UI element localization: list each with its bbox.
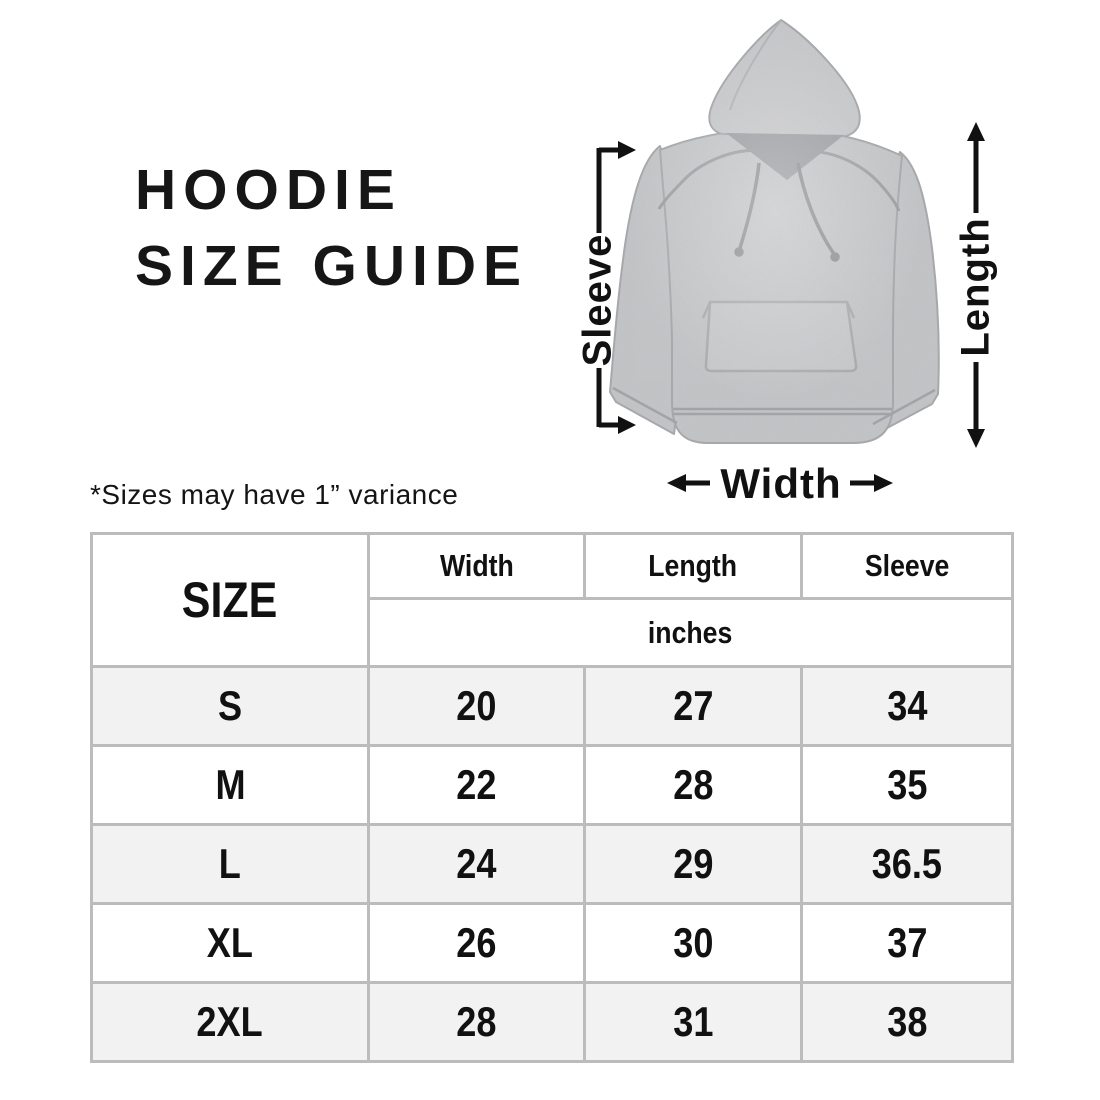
width-value: 24 <box>456 840 497 887</box>
width-cell: 22 <box>367 744 586 826</box>
table-row-m: M 22 28 35 <box>90 744 1014 826</box>
table-unit-row: inches <box>92 597 1014 668</box>
table-row-s: S 20 27 34 <box>90 665 1014 747</box>
width-value: 26 <box>456 919 497 966</box>
size-column-header: SIZE <box>90 532 370 668</box>
width-left-arrow <box>667 474 710 492</box>
width-header-text: Width <box>439 548 514 583</box>
width-cell: 24 <box>367 823 586 905</box>
width-measure-label: Width <box>720 460 842 507</box>
width-value: 22 <box>456 761 497 808</box>
sleeve-value: 37 <box>886 919 928 966</box>
width-right-arrow <box>850 474 893 492</box>
length-arrow <box>967 122 985 448</box>
length-cell: 30 <box>583 902 803 984</box>
width-value: 28 <box>456 998 497 1045</box>
length-value: 30 <box>672 919 714 966</box>
page-title-line1: HOODIE <box>135 158 402 222</box>
sleeve-value: 35 <box>886 761 928 808</box>
sleeve-cell: 37 <box>800 902 1014 984</box>
size-value: XL <box>206 919 254 966</box>
hoodie-garment <box>609 19 940 444</box>
size-cell: M <box>90 744 370 826</box>
length-cell: 31 <box>583 981 803 1063</box>
length-value: 29 <box>672 840 714 887</box>
sleeve-header-text: Sleeve <box>864 548 950 583</box>
table-row-xl: XL 26 30 37 <box>90 902 1014 984</box>
size-table: SIZE Width Length Sleeve inches S 20 27 … <box>90 532 1014 1063</box>
length-cell: 27 <box>583 665 803 747</box>
length-measure-label: Length <box>953 217 998 357</box>
size-value: 2XL <box>196 998 264 1045</box>
width-value: 20 <box>456 682 497 729</box>
sleeve-value: 34 <box>886 682 928 729</box>
sleeve-cell: 36.5 <box>800 823 1014 905</box>
size-cell: 2XL <box>90 981 370 1063</box>
width-column-header: Width <box>367 532 586 600</box>
sleeve-value: 36.5 <box>871 840 943 887</box>
width-cell: 20 <box>367 665 586 747</box>
sleeve-measure-label: Sleeve <box>575 233 620 367</box>
sleeve-bracket-arrows <box>596 141 636 434</box>
sleeve-value: 38 <box>886 998 928 1045</box>
table-row-2xl: 2XL 28 31 38 <box>90 981 1014 1063</box>
sleeve-column-header: Sleeve <box>800 532 1014 600</box>
length-column-header: Length <box>583 532 803 600</box>
table-header-row: SIZE Width Length Sleeve <box>90 532 1014 668</box>
length-cell: 28 <box>583 744 803 826</box>
hoodie-illustration <box>596 19 985 492</box>
sleeve-cell: 34 <box>800 665 1014 747</box>
length-header-text: Length <box>648 548 738 583</box>
page-title: HOODIE SIZE GUIDE <box>135 152 528 304</box>
size-value: M <box>214 761 246 808</box>
width-cell: 26 <box>367 902 586 984</box>
length-value: 28 <box>672 761 714 808</box>
sleeve-cell: 38 <box>800 981 1014 1063</box>
size-cell: XL <box>90 902 370 984</box>
length-value: 27 <box>672 682 714 729</box>
length-cell: 29 <box>583 823 803 905</box>
hoodie-texture <box>610 20 939 443</box>
length-value: 31 <box>672 998 714 1045</box>
page-title-line2: SIZE GUIDE <box>135 234 529 298</box>
sleeve-cell: 35 <box>800 744 1014 826</box>
width-cell: 28 <box>367 981 586 1063</box>
table-row-l: L 24 29 36.5 <box>90 823 1014 905</box>
unit-header: inches <box>367 597 1014 668</box>
size-value: L <box>218 840 242 887</box>
size-header-text: SIZE <box>182 572 278 628</box>
size-value: S <box>217 682 243 729</box>
variance-note: *Sizes may have 1” variance <box>90 479 459 510</box>
size-cell: L <box>90 823 370 905</box>
unit-header-text: inches <box>648 614 733 650</box>
size-cell: S <box>90 665 370 747</box>
